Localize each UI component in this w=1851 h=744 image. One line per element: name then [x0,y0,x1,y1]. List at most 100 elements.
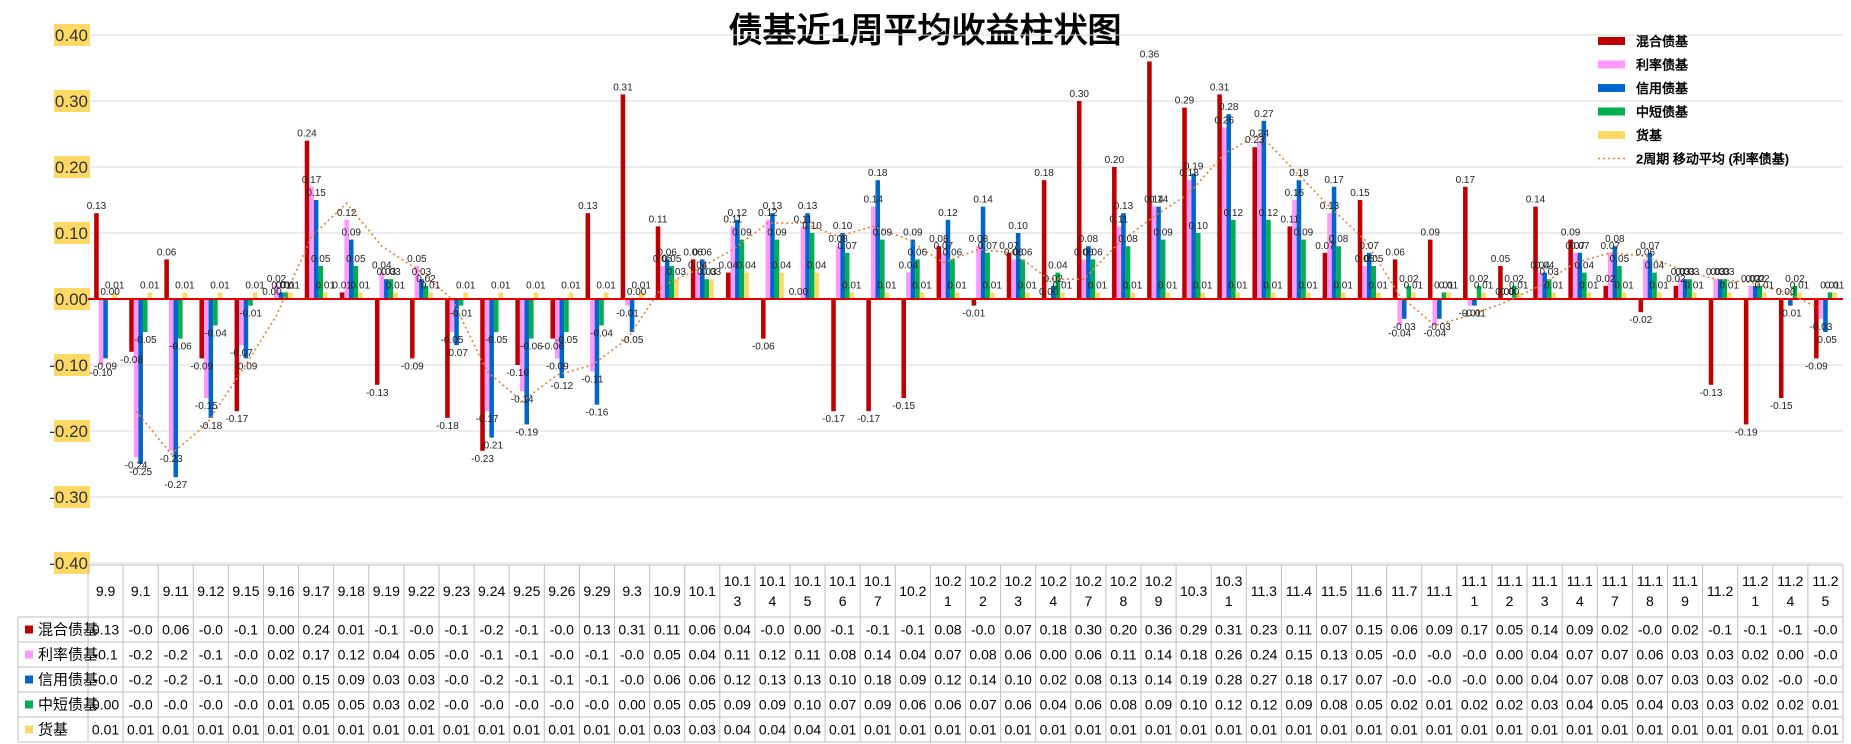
data-label: 0.14 [1144,195,1164,206]
legend-trend-label: 2周期 移动平均 (利率债基) [1636,152,1789,167]
bar [585,213,591,299]
bar [906,272,911,299]
bar [339,292,345,299]
table-cell: 0.07 [934,647,961,663]
data-label: 0.02 [1504,274,1524,285]
table-cell: -0.1 [93,647,117,663]
bar [213,299,218,326]
data-label: 0.06 [1385,247,1405,258]
data-label: 0.01 [1579,280,1599,291]
y-tick-highlight [54,354,90,376]
table-cell: 0.17 [1320,672,1347,688]
data-label: -0.03 [1393,322,1416,333]
category-label-line2: 5 [1822,593,1830,609]
data-label: -0.24 [125,460,148,471]
table-cell: 0.00 [1496,672,1523,688]
table-cell: 0.01 [969,722,996,738]
data-label: 0.00 [1039,287,1059,298]
bar [344,219,349,299]
bar [304,140,310,299]
table-cell: 0.07 [1636,672,1663,688]
table-cell: -0.0 [1427,672,1451,688]
table-cell: 0.03 [373,697,400,713]
bar [498,292,504,299]
data-label: 0.08 [1079,234,1099,245]
table-cell: 0.10 [829,672,856,688]
category-label-line2: 7 [1084,593,1092,609]
data-label: 0.01 [491,280,511,291]
table-cell: -0.0 [1462,647,1486,663]
table-row-label: 信用债基 [38,672,98,689]
data-label: 0.07 [1359,241,1379,252]
data-label: 0.08 [969,234,989,245]
bar [1406,285,1412,299]
table-cell: 0.13 [794,672,821,688]
data-label: 0.06 [1636,247,1656,258]
table-cell: -0.0 [620,672,644,688]
bar [1357,200,1363,299]
table-cell: -0.0 [164,697,188,713]
data-label: -0.01 [450,309,473,320]
data-table: 9.9 9.1 9.11 9.12 9.15 9.16 9.17 9.18 9.19 9.22 9.… [17,564,1844,743]
bar [1757,285,1763,299]
data-label: 0.05 [662,254,682,265]
data-label: -0.18 [199,421,222,432]
table-cell: 0.04 [1040,697,1067,713]
table-cell: 0.01 [443,722,470,738]
data-label: 0.10 [833,221,853,232]
data-label: 0.17 [302,175,322,186]
data-label: 0.23 [1245,135,1265,146]
bar [243,299,249,359]
data-label: 0.01 [280,280,300,291]
data-label: 0.02 [1741,274,1761,285]
y-tick-label: 0.10 [55,224,88,243]
data-label: 0.01 [1333,280,1353,291]
table-cell: -0.1 [374,622,398,638]
bar [1621,292,1627,299]
bar [1116,226,1122,299]
bar [695,272,700,299]
table-cell: -0.0 [409,622,433,638]
bar [725,272,731,299]
table-cell: 0.10 [1180,697,1207,713]
data-label: 0.15 [1285,188,1305,199]
bar [524,299,530,425]
table-cell: -0.0 [971,622,995,638]
table-cell: 0.00 [267,622,294,638]
data-label: 0.02 [1666,274,1686,285]
table-cell: 0.02 [1742,672,1769,688]
data-label: 0.05 [1491,254,1511,265]
table-cell: 0.01 [1636,722,1663,738]
bar [835,246,841,299]
table-cell: 0.05 [1356,697,1383,713]
table-cell: -0.1 [515,647,539,663]
bar [1687,279,1692,299]
data-label: 0.01 [105,280,125,291]
data-label: 0.27 [1254,109,1274,120]
data-label: 0.09 [1420,228,1440,239]
data-label: 0.09 [767,228,787,239]
table-cell: 0.23 [1250,622,1277,638]
bar [805,213,810,299]
data-label: 0.03 [1680,267,1700,278]
table-cell: 0.01 [1707,722,1734,738]
bar [1717,279,1723,299]
table-cell: -0.0 [444,672,468,688]
table-cell: 0.12 [1215,697,1242,713]
bar [1682,279,1688,299]
bar [1041,180,1047,299]
bar [1050,285,1056,299]
y-axis-ticks: 0.40 0.30 0.20 0.10 0.00 -0.10 -0.20 -0.30 -0.40 [49,24,90,574]
table-cell: 0.01 [1285,722,1312,738]
data-label: 0.36 [1140,49,1160,60]
table-cell: 0.01 [162,722,189,738]
table-cell: 0.06 [689,622,716,638]
data-label: 0.05 [346,254,366,265]
category-label-line1: 11.2 [1812,573,1838,589]
table-cell: -0.0 [234,697,258,713]
table-cell: -0.1 [444,622,468,638]
table-cell: 0.01 [1812,722,1839,738]
bar [358,292,363,299]
